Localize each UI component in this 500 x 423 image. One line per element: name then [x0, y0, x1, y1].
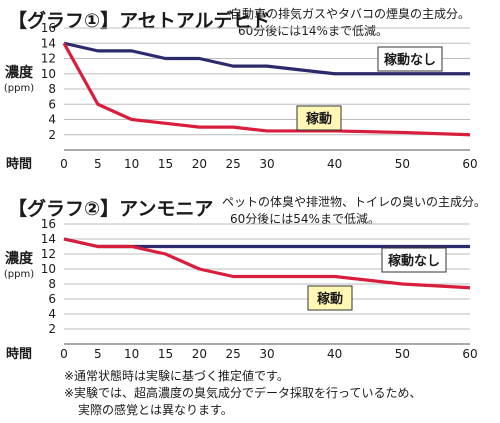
x-tick-label: 0: [60, 347, 68, 361]
description-line: 自動車の排気ガスやタバコの煙臭の主成分。: [230, 7, 471, 21]
x-tick-label: 10: [124, 157, 139, 171]
y-tick-label: 4: [48, 307, 56, 321]
footnote: ※実験では、超高濃度の臭気成分でデータ採取を行っているため、: [64, 386, 422, 400]
y-tick-label: 8: [48, 82, 56, 96]
x-tick-label: 30: [259, 157, 274, 171]
y-tick-label: 2: [48, 128, 56, 142]
x-tick-label: 0: [60, 157, 68, 171]
series-label: 稼動: [317, 291, 343, 307]
x-tick-label: 40: [327, 157, 342, 171]
x-tick-label: 15: [158, 347, 173, 361]
chart-title: 【グラフ②】アンモニア: [8, 198, 214, 220]
x-tick-label: 20: [192, 347, 207, 361]
chart-title: 【グラフ①】アセトアルデヒド: [8, 10, 271, 32]
description-line: 60分後には54%まで低減。: [230, 212, 380, 226]
y-tick-label: 12: [41, 52, 56, 66]
x-tick-label: 50: [395, 157, 410, 171]
series-label-box: [377, 46, 443, 72]
y-axis-label-main: 濃度: [5, 251, 33, 267]
x-tick-label: 25: [226, 347, 241, 361]
y-tick-label: 12: [41, 247, 56, 261]
series-label-box: [296, 105, 342, 131]
y-axis-label: 濃度 (ppm): [2, 66, 36, 96]
series-line: [63, 237, 471, 290]
x-tick-label: 60: [462, 157, 477, 171]
y-axis-label-unit: (ppm): [3, 269, 35, 280]
x-tick-label: 60: [462, 347, 477, 361]
x-tick-label: 20: [192, 157, 207, 171]
y-tick-label: 16: [41, 217, 56, 231]
y-tick-label: 2: [48, 322, 56, 336]
y-tick-label: 8: [48, 277, 56, 291]
x-tick-label: 40: [327, 347, 342, 361]
x-tick-label: 15: [158, 157, 173, 171]
y-tick-label: 6: [48, 97, 56, 111]
x-axis-label: 時間: [6, 156, 32, 172]
x-tick-label: 5: [94, 347, 102, 361]
y-tick-label: 10: [41, 67, 56, 81]
x-tick-label: 5: [94, 157, 102, 171]
description-line: ペットの体臭や排泄物、トイレの臭いの主成分。: [222, 195, 487, 209]
series-label: 稼動なし: [388, 253, 440, 269]
chart-panel-acetaldehyde: 【グラフ①】アセトアルデヒド 自動車の排気ガスやタバコの煙臭の主成分。 60分後…: [0, 0, 500, 188]
x-tick-label: 30: [259, 347, 274, 361]
y-tick-label: 4: [48, 113, 56, 127]
y-tick-label: 6: [48, 292, 56, 306]
y-axis-label-unit: (ppm): [3, 83, 35, 94]
footnote: 実際の感覚とは異なります。: [78, 403, 233, 417]
series-line: [62, 42, 471, 137]
y-tick-label: 10: [41, 262, 56, 276]
x-tick-label: 25: [226, 157, 241, 171]
footnotes: ※通常状態時は実験に基づく推定値です。 ※実験では、超高濃度の臭気成分でデータ採…: [64, 368, 421, 419]
series-label-box: [381, 247, 447, 273]
y-tick-label: 14: [41, 232, 56, 246]
x-tick-label: 50: [395, 347, 410, 361]
series-label: 稼動: [306, 111, 332, 127]
series-line: [63, 41, 470, 76]
x-axis-label: 時間: [6, 346, 32, 362]
y-axis-label-main: 濃度: [5, 65, 33, 81]
chart-panel-ammonia: 【グラフ②】アンモニア ペットの体臭や排泄物、トイレの臭いの主成分。 60分後に…: [0, 188, 500, 370]
x-tick-label: 10: [124, 347, 139, 361]
series-label: 稼動なし: [384, 52, 436, 68]
y-tick-label: 14: [41, 36, 56, 50]
y-tick-label: 16: [41, 21, 56, 35]
footnote: ※通常状態時は実験に基づく推定値です。: [64, 369, 289, 383]
y-axis-label: 濃度 (ppm): [2, 252, 36, 282]
series-label-box: [307, 285, 353, 311]
chart-description: ペットの体臭や排泄物、トイレの臭いの主成分。 60分後には54%まで低減。: [222, 194, 486, 228]
